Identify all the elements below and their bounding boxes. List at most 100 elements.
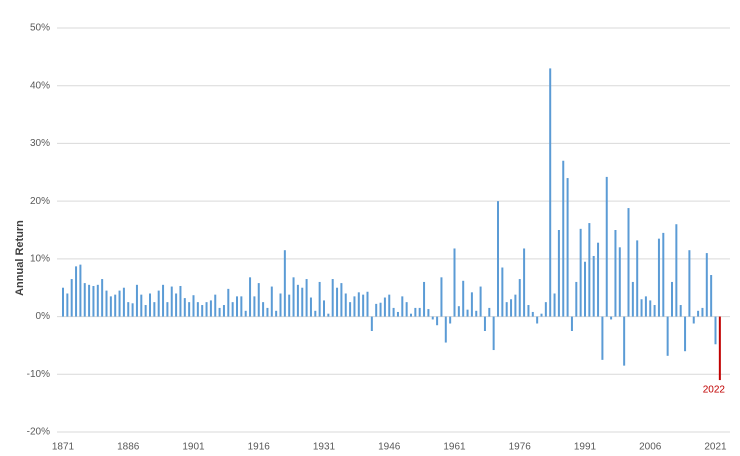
y-tick-label: 30% [30,138,50,149]
y-tick-label: 40% [30,80,50,91]
bar [266,307,269,317]
bar [79,264,82,317]
bar [118,290,121,317]
bar [592,255,595,317]
bar [157,290,160,317]
bar [283,250,286,317]
bar [557,230,560,317]
bar [544,302,547,317]
bar [70,279,73,317]
bar [349,302,352,317]
bar [453,248,456,317]
bar [505,302,508,317]
bar [679,305,682,317]
bar [379,302,382,317]
bar [214,294,217,317]
bar [657,238,660,317]
bar [314,310,317,317]
bar [553,293,556,317]
bar [697,310,700,317]
bar [275,310,278,317]
y-tick-label: 20% [30,196,50,207]
x-tick-label: 1886 [117,442,140,453]
bar [692,316,695,324]
y-tick-label: -20% [27,427,50,438]
bar [540,313,543,317]
bar [653,305,656,317]
y-tick-label: 10% [30,253,50,264]
bar [475,310,478,317]
bar [610,316,613,320]
bar [218,307,221,317]
bar [566,178,569,317]
bar [636,240,639,317]
bar [127,302,130,317]
bar [222,305,225,317]
bar [205,302,208,317]
bar [575,281,578,317]
bar [701,307,704,317]
bar [370,316,373,331]
bar [336,287,339,317]
bar [649,300,652,317]
bar [584,261,586,317]
bar [418,307,421,317]
bar [523,248,526,317]
bar [262,302,265,317]
x-tick-label: 2006 [639,442,662,453]
bar [331,279,334,317]
bar [236,296,238,317]
bar [66,293,69,317]
annotation: 2022 [703,385,726,396]
bar [705,253,708,317]
bar [466,309,469,317]
bar [492,316,495,351]
bar [183,298,186,317]
bar [318,281,321,317]
bar [122,287,125,317]
bar [444,316,447,343]
bar [153,302,156,317]
y-tick-label: 0% [36,311,51,322]
bar [162,284,165,317]
bar [179,285,182,317]
bar [279,293,282,317]
bar [196,302,199,317]
bar [375,303,378,317]
bar [431,316,434,320]
bar [570,316,573,331]
bar [618,247,621,317]
bar [684,316,687,352]
bar [627,208,630,317]
bar [601,316,604,360]
bar [666,316,669,356]
bar [457,306,460,317]
bar [301,287,304,317]
bar [427,309,430,317]
bar [479,286,482,317]
bar [209,300,212,317]
bar [688,250,691,317]
bar [188,302,191,317]
bar [449,316,452,324]
bar [549,68,552,317]
bar [170,286,173,317]
bar [383,297,386,317]
bar [462,280,465,317]
bar [344,293,347,317]
bar [514,294,517,317]
bar [423,281,426,317]
bar [62,287,64,317]
bar [244,310,247,317]
x-tick-label: 1871 [52,442,75,453]
bar [96,284,99,317]
bar [605,176,608,317]
x-tick-label: 1916 [248,442,271,453]
bar [75,266,78,317]
bar [144,305,147,317]
bar [257,283,260,317]
bar [101,279,104,317]
bar [323,300,325,317]
x-tick-label: 1901 [182,442,205,453]
